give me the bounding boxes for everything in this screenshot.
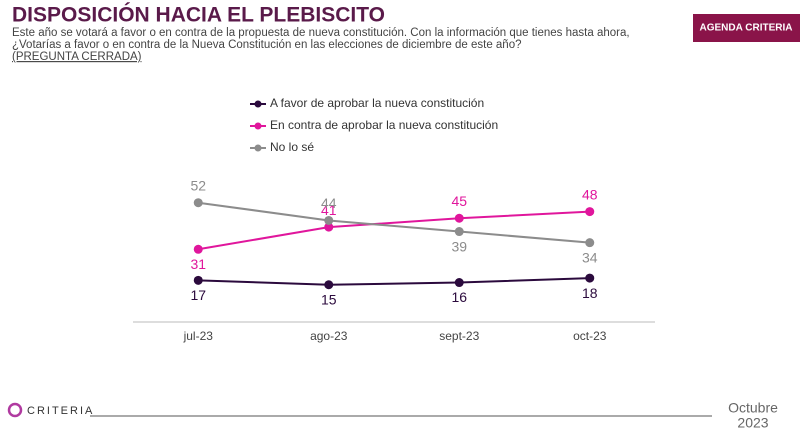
point: [193, 198, 203, 208]
footer-date: 2023: [737, 415, 768, 431]
x-tick-label: sept-23: [439, 329, 479, 343]
point: [585, 207, 595, 217]
series-line: [198, 201, 590, 244]
data-label: 44: [321, 195, 337, 211]
x-tick-label: oct-23: [573, 329, 607, 343]
x-tick-label: jul-23: [183, 329, 214, 343]
logo-icon: [7, 402, 23, 418]
point: [585, 273, 595, 283]
legend-label: A favor de aprobar la nueva constitución: [270, 96, 484, 110]
footer-date: Octubre: [728, 400, 778, 416]
data-label: 34: [582, 249, 598, 265]
legend-marker: [254, 144, 262, 152]
point: [193, 244, 203, 254]
point: [193, 275, 203, 285]
legend-label: No lo sé: [270, 140, 314, 154]
data-label: 18: [582, 285, 598, 301]
logo: CRITERIA: [27, 405, 94, 417]
data-label: 31: [190, 256, 206, 272]
point: [324, 222, 334, 232]
legend-marker: [254, 122, 262, 130]
series-line: [198, 210, 590, 251]
point: [454, 227, 464, 237]
data-label: 48: [582, 186, 598, 202]
legend-marker: [254, 100, 262, 108]
point: [324, 215, 334, 225]
title: DISPOSICIÓN HACIA EL PLEBISCITO: [12, 3, 385, 27]
point: [454, 213, 464, 223]
badge: [693, 14, 800, 42]
badge-text: AGENDA CRITERIA: [700, 23, 793, 34]
data-label: 16: [451, 289, 467, 305]
data-label: 39: [451, 238, 467, 254]
data-label: 41: [321, 202, 337, 218]
point: [454, 278, 464, 288]
subtitle: Este año se votará a favor o en contra d…: [12, 27, 630, 39]
x-tick-label: ago-23: [310, 329, 348, 343]
point: [324, 280, 334, 290]
data-label: 15: [321, 291, 337, 307]
series-line: [198, 277, 590, 286]
subtitle: ¿Votarías a favor o en contra de la Nuev…: [12, 39, 522, 51]
note: (PREGUNTA CERRADA): [12, 51, 142, 63]
data-label: 45: [451, 193, 467, 209]
data-label: 52: [190, 177, 206, 193]
point: [585, 238, 595, 248]
data-label: 17: [190, 287, 206, 303]
legend-label: En contra de aprobar la nueva constituci…: [270, 118, 498, 132]
